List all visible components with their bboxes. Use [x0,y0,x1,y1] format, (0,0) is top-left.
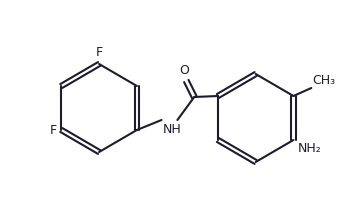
Text: NH₂: NH₂ [297,142,321,155]
Text: CH₃: CH₃ [312,74,336,87]
Text: O: O [179,64,189,77]
Text: F: F [49,124,56,137]
Text: F: F [95,46,103,59]
Text: NH: NH [163,123,181,136]
